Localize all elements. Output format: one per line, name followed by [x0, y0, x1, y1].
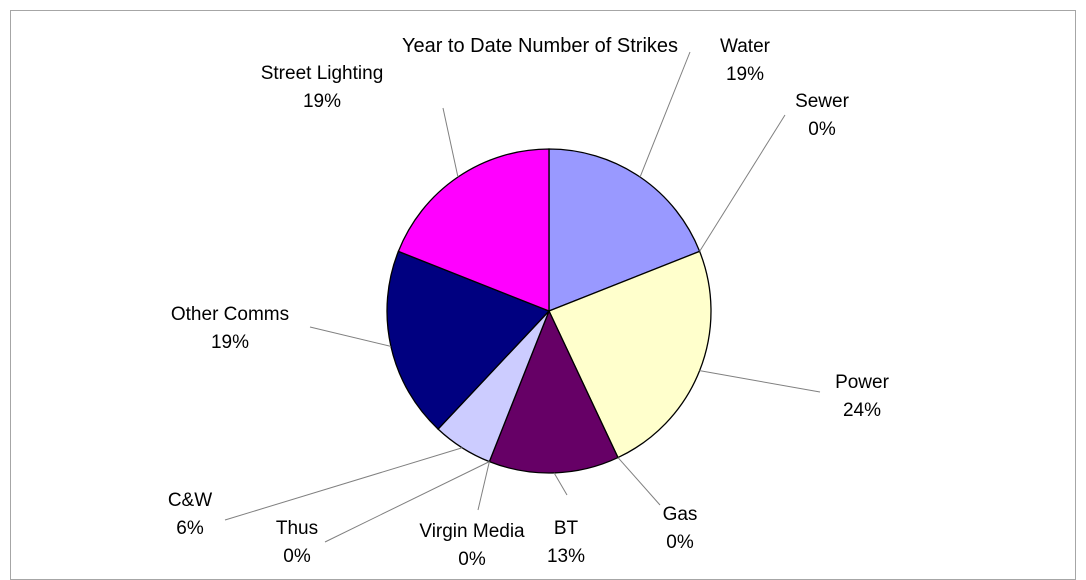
slice-label-virgin-media: Virgin Media 0%	[419, 521, 525, 570]
pie-slice-street-lighting	[397, 148, 550, 312]
slice-name: Water	[720, 36, 771, 57]
slice-label-gas: Gas 0%	[663, 504, 698, 553]
leader-line-power	[699, 370, 821, 393]
slice-label-power: Power 24%	[835, 372, 890, 421]
slice-percent: 13%	[547, 546, 585, 567]
pie-slice-power	[548, 250, 712, 459]
pie-slice-water	[548, 148, 701, 312]
slice-name: Virgin Media	[419, 521, 525, 542]
slice-name: C&W	[168, 490, 212, 511]
slice-label-sewer: Sewer 0%	[795, 91, 850, 140]
slice-labels: Water 19% Sewer 0% Power 24% Gas 0% BT 13% Virgin …	[168, 36, 890, 570]
leader-line-gas	[617, 457, 661, 506]
slice-percent: 24%	[843, 400, 881, 421]
pie-slices	[386, 148, 712, 474]
slice-percent: 19%	[211, 332, 249, 353]
chart-title: Year to Date Number of Strikes	[402, 35, 678, 57]
leader-line-c-w	[224, 447, 463, 521]
slice-label-c-w: C&W 6%	[168, 490, 212, 539]
slice-name: Thus	[276, 518, 318, 539]
slice-percent: 0%	[808, 119, 836, 140]
pie-slice-other-comms	[386, 250, 551, 431]
slice-percent: 0%	[666, 532, 694, 553]
slice-percent: 19%	[303, 91, 341, 112]
leader-line-other-comms	[309, 326, 392, 347]
slice-label-bt: BT 13%	[547, 518, 585, 567]
slice-label-water: Water 19%	[720, 36, 771, 85]
slice-name: Sewer	[795, 91, 850, 112]
slice-percent: 0%	[283, 546, 311, 567]
leader-line-water	[639, 51, 691, 178]
slice-label-other-comms: Other Comms 19%	[171, 304, 289, 353]
leader-lines	[224, 51, 821, 543]
leader-line-bt	[553, 472, 568, 496]
slice-name: Power	[835, 372, 890, 393]
slice-percent: 19%	[726, 64, 764, 85]
leader-line-sewer	[699, 114, 786, 252]
slice-name: Other Comms	[171, 304, 289, 325]
leader-line-street-lighting	[442, 107, 459, 178]
slice-name: BT	[554, 518, 579, 539]
slice-name: Gas	[663, 504, 698, 525]
slice-percent: 6%	[176, 518, 204, 539]
slice-percent: 0%	[458, 549, 486, 570]
slice-name: Street Lighting	[261, 63, 384, 84]
leader-line-thus	[324, 461, 490, 543]
slice-label-thus: Thus 0%	[276, 518, 318, 567]
pie-slice-bt	[488, 309, 619, 474]
slice-label-street-lighting: Street Lighting 19%	[261, 63, 384, 112]
leader-line-virgin-media	[477, 461, 490, 511]
